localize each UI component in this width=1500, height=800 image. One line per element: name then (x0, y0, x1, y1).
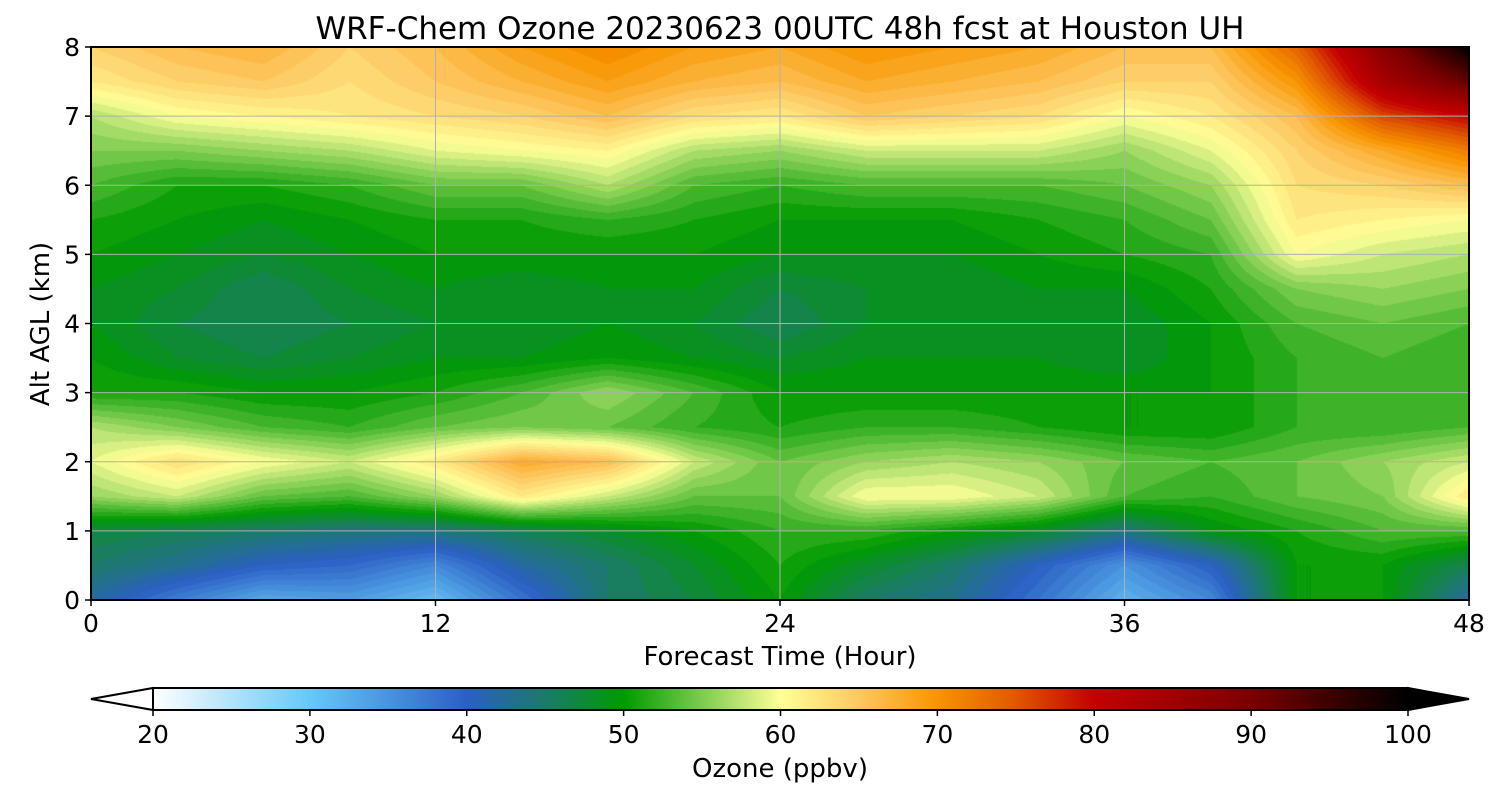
y-tick-label: 2 (64, 448, 80, 477)
y-tick-label: 1 (64, 517, 80, 546)
x-tick-label: 36 (1109, 609, 1141, 638)
colorbar-tick-label: 40 (451, 720, 483, 749)
x-tick-label: 0 (83, 609, 99, 638)
colorbar-tick-label: 90 (1235, 720, 1267, 749)
colorbar-tick-label: 100 (1384, 720, 1432, 749)
colorbar-tick-label: 20 (137, 720, 169, 749)
colorbar-tick-label: 60 (765, 720, 797, 749)
colorbar-tick-label: 50 (608, 720, 640, 749)
x-axis-ticks: 0 12 24 36 48 (83, 600, 1485, 638)
x-tick-label: 12 (420, 609, 452, 638)
colorbar-tick-label: 80 (1078, 720, 1110, 749)
y-axis-ticks: 0 1 2 3 4 5 6 7 8 (64, 33, 91, 615)
x-axis-label: Forecast Time (Hour) (643, 642, 916, 672)
y-tick-label: 6 (64, 171, 80, 200)
colorbar-label: Ozone (ppbv) (692, 754, 868, 784)
colorbar-tick-label: 30 (294, 720, 326, 749)
y-tick-label: 4 (64, 310, 80, 339)
colorbar-high-extension (1407, 686, 1470, 712)
y-axis-label: Alt AGL (km) (26, 242, 56, 406)
y-tick-label: 7 (64, 102, 80, 131)
y-tick-label: 3 (64, 379, 80, 408)
y-tick-label: 5 (64, 240, 80, 269)
chart-title: WRF-Chem Ozone 20230623 00UTC 48h fcst a… (315, 11, 1244, 47)
grid-lines (91, 47, 1469, 600)
colorbar: 20 30 40 50 60 70 80 90 100 (90, 686, 1470, 749)
y-tick-label: 8 (64, 33, 80, 62)
colorbar-body (152, 687, 1409, 711)
colorbar-ticks: 20 30 40 50 60 70 80 90 100 (137, 710, 1432, 749)
y-tick-label: 0 (64, 586, 80, 615)
x-tick-label: 24 (764, 609, 796, 638)
colorbar-low-extension (90, 686, 154, 712)
x-tick-label: 48 (1453, 609, 1485, 638)
colorbar-tick-label: 70 (921, 720, 953, 749)
